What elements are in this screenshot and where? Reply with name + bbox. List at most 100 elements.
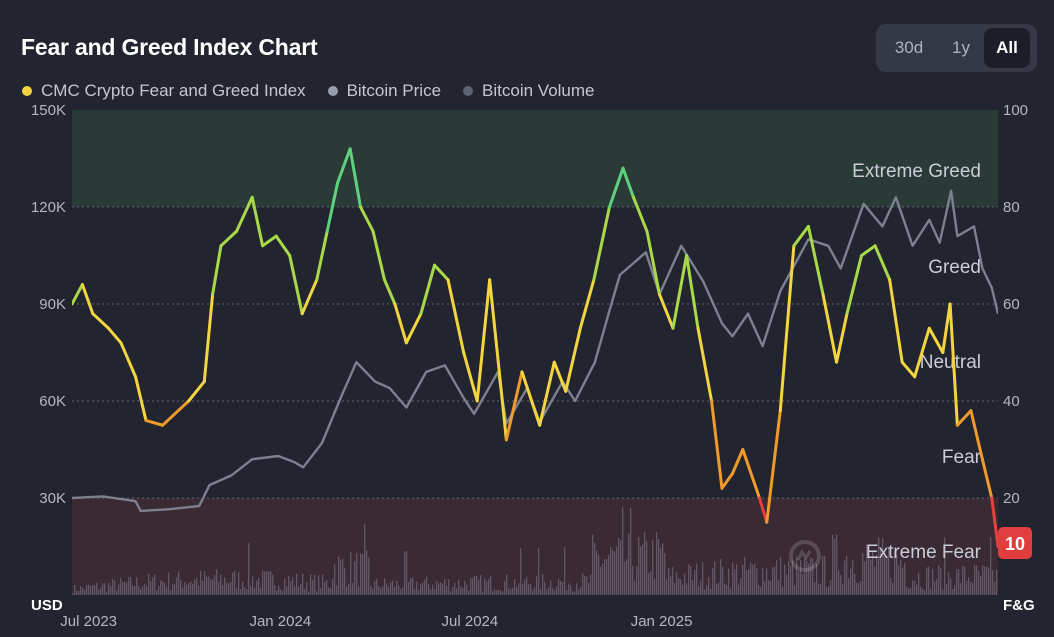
volume-bar bbox=[384, 578, 386, 595]
volume-bar bbox=[948, 572, 950, 595]
range-button-all[interactable]: All bbox=[984, 28, 1030, 68]
volume-bar bbox=[368, 557, 370, 595]
volume-bar bbox=[456, 588, 458, 595]
volume-bar bbox=[90, 586, 92, 595]
volume-bar bbox=[806, 561, 808, 595]
volume-bar bbox=[744, 556, 746, 595]
volume-bar bbox=[386, 583, 388, 595]
volume-bar bbox=[320, 588, 322, 595]
volume-bar bbox=[678, 578, 680, 595]
volume-bar bbox=[250, 585, 252, 595]
volume-bar bbox=[418, 589, 420, 595]
volume-bar bbox=[216, 569, 218, 595]
fear-greed-segment bbox=[927, 326, 945, 354]
fear-greed-segment bbox=[778, 244, 796, 413]
right-tick-label: 100 bbox=[1003, 102, 1028, 119]
volume-bar bbox=[700, 580, 702, 595]
fear-greed-segment bbox=[578, 278, 596, 330]
volume-bar bbox=[876, 554, 878, 595]
volume-bar bbox=[868, 548, 870, 595]
volume-bar bbox=[732, 562, 734, 595]
volume-bar bbox=[690, 566, 692, 595]
volume-bar bbox=[454, 582, 456, 595]
volume-bar bbox=[850, 568, 852, 595]
legend-item-fear-greed[interactable]: CMC Crypto Fear and Greed Index bbox=[22, 81, 306, 101]
volume-bar bbox=[910, 587, 912, 595]
volume-bar bbox=[286, 586, 288, 595]
volume-bar bbox=[686, 583, 688, 595]
volume-bar bbox=[776, 560, 778, 595]
zone-label: Neutral bbox=[920, 352, 981, 373]
legend-item-bitcoin-volume[interactable]: Bitcoin Volume bbox=[463, 81, 595, 101]
volume-bar bbox=[618, 537, 620, 595]
volume-bar bbox=[682, 584, 684, 595]
volume-bar bbox=[428, 584, 430, 595]
volume-bar bbox=[476, 575, 478, 595]
volume-bar bbox=[332, 578, 334, 595]
volume-bar bbox=[642, 544, 644, 595]
volume-bar bbox=[214, 575, 216, 595]
volume-bar bbox=[176, 577, 178, 595]
fear-greed-segment bbox=[720, 472, 734, 490]
volume-bar bbox=[990, 537, 992, 595]
volume-bar bbox=[346, 586, 348, 595]
fear-greed-segment bbox=[250, 195, 265, 248]
badge-background bbox=[998, 527, 1032, 559]
volume-bar bbox=[300, 584, 302, 595]
volume-bar bbox=[924, 590, 926, 595]
volume-bar bbox=[200, 570, 202, 595]
fear-greed-segment bbox=[432, 263, 450, 282]
volume-bar bbox=[264, 571, 266, 595]
volume-bar bbox=[946, 584, 948, 595]
volume-bar bbox=[150, 581, 152, 595]
volume-bar bbox=[684, 573, 686, 595]
legend-item-bitcoin-price[interactable]: Bitcoin Price bbox=[327, 81, 441, 101]
volume-bar bbox=[728, 568, 730, 595]
volume-bar bbox=[716, 583, 718, 595]
volume-bar bbox=[254, 587, 256, 595]
volume-bar bbox=[240, 589, 242, 595]
fear-greed-line bbox=[72, 147, 998, 548]
fear-greed-segment bbox=[504, 370, 524, 442]
volume-bar bbox=[218, 581, 220, 595]
volume-bar bbox=[926, 567, 928, 595]
volume-bar bbox=[662, 543, 664, 595]
volume-bar bbox=[772, 567, 774, 595]
volume-bar bbox=[198, 585, 200, 595]
volume-bar bbox=[626, 559, 628, 595]
volume-bar bbox=[748, 568, 750, 595]
fear-greed-segment bbox=[419, 263, 436, 316]
volume-bar bbox=[430, 588, 432, 595]
volume-bar bbox=[872, 550, 874, 595]
volume-bar bbox=[542, 574, 544, 595]
volume-bar bbox=[706, 585, 708, 595]
range-button-30d[interactable]: 30d bbox=[894, 38, 924, 57]
left-tick-label: 150K bbox=[31, 102, 66, 119]
volume-bar bbox=[98, 589, 100, 595]
volume-bar bbox=[848, 577, 850, 595]
volume-bar bbox=[202, 580, 204, 595]
volume-bar bbox=[578, 589, 580, 595]
fear-greed-segment bbox=[671, 254, 689, 330]
volume-bar bbox=[656, 532, 658, 595]
volume-bar bbox=[984, 566, 986, 595]
badge-value: 10 bbox=[1005, 534, 1025, 554]
fear-greed-segment bbox=[187, 380, 206, 403]
volume-bar bbox=[416, 581, 418, 595]
volume-bar bbox=[344, 567, 346, 595]
volume-bar bbox=[522, 583, 524, 595]
volume-bar bbox=[420, 583, 422, 595]
fear-greed-segment bbox=[446, 278, 466, 354]
range-button-1y[interactable]: 1y bbox=[952, 38, 970, 57]
volume-bar bbox=[512, 588, 514, 595]
volume-bar bbox=[396, 580, 398, 595]
volume-bar bbox=[904, 562, 906, 595]
volume-bar bbox=[468, 590, 470, 595]
volume-bar bbox=[506, 574, 508, 595]
volume-bar bbox=[762, 567, 764, 595]
volume-bar bbox=[646, 541, 648, 595]
volume-bar bbox=[558, 579, 560, 595]
volume-bar bbox=[968, 577, 970, 595]
volume-bar bbox=[412, 577, 414, 595]
